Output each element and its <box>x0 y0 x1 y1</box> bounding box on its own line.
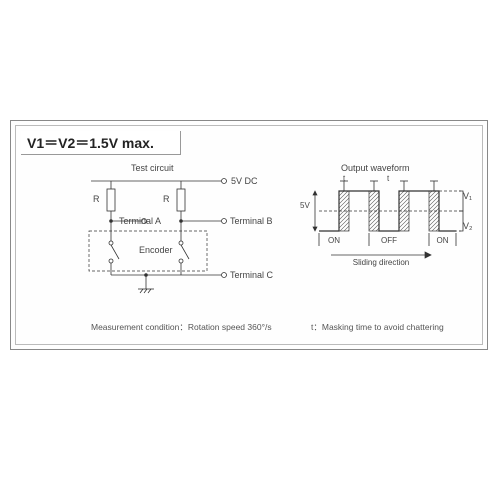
t-right: t <box>387 174 389 183</box>
title-text: V1＝V2＝1.5V max. <box>27 135 154 151</box>
vcc-label: 5V DC <box>231 176 258 186</box>
v1-label: V₁ <box>463 191 472 201</box>
svg-text:ON: ON <box>328 236 340 245</box>
terminal-c: Terminal C <box>230 270 273 280</box>
y-axis-5v: 5V <box>300 201 310 210</box>
waveform-heading: Output waveform <box>341 163 410 173</box>
footnote-left: Measurement condition：Rotation speed 360… <box>91 321 272 333</box>
terminal-b: Terminal B <box>230 216 273 226</box>
svg-text:OFF: OFF <box>381 236 397 245</box>
title-box: V1＝V2＝1.5V max. <box>21 131 181 155</box>
t-left: t <box>343 174 345 183</box>
r-left: R <box>93 194 100 204</box>
svg-text:Sliding direction: Sliding direction <box>353 258 409 267</box>
v2-label: V₂ <box>463 221 473 231</box>
circuit-heading: Test circuit <box>131 163 174 173</box>
circuit-diagram <box>41 173 281 313</box>
waveform-diagram: ON OFF ON Sliding direction <box>311 176 476 276</box>
terminal-a: Terminal A <box>119 216 161 226</box>
svg-text:ON: ON <box>437 236 449 245</box>
encoder-label: Encoder <box>139 245 173 255</box>
footnote-right: t：Masking time to avoid chattering <box>311 321 444 333</box>
r-right: R <box>163 194 170 204</box>
diagram-frame: V1＝V2＝1.5V max. Test circuit <box>10 120 488 350</box>
